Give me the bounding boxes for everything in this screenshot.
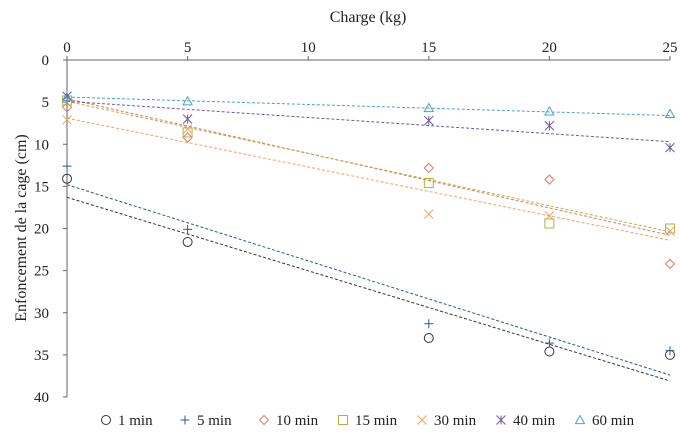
data-point [665,142,675,153]
trendline-5-min [66,184,671,376]
y-tick-label: 5 [42,95,50,111]
data-point [423,162,435,174]
legend-item: 10 min [258,413,319,429]
data-point [544,218,555,229]
data-point [61,101,73,113]
data-point [423,102,435,113]
data-point [664,108,676,119]
x-tick-label: 15 [421,40,436,56]
y-tick-label: 30 [34,306,49,322]
y-tick-label: 35 [34,348,49,364]
y-tick-label: 0 [42,53,50,69]
trendline-15-min [66,100,671,233]
x-tick-label: 10 [301,40,316,56]
legend-item: 5 min [180,413,232,429]
data-point [665,346,675,356]
data-point [664,258,676,270]
data-point [424,319,434,329]
data-point [423,333,434,344]
trendline-30-min [66,117,671,241]
legend-item: 15 min [338,413,398,429]
data-point [423,209,434,220]
legend-label: 5 min [197,413,232,429]
legend-marker [496,415,506,425]
legend-item: 60 min [574,413,635,429]
legend-label: 30 min [434,413,477,429]
data-point [544,105,555,116]
axes: 0 5 10 15 20 25 0 5 10 15 20 25 30 35 40 [34,40,678,406]
data-point [62,173,72,184]
data-point [544,174,555,185]
data-point [544,338,554,348]
x-tick-label: 20 [542,40,557,56]
x-tick-label: 25 [663,40,678,56]
legend-label: 1 min [118,413,153,429]
legend-marker [338,415,348,425]
trendlines [66,96,671,382]
legend-item: 40 min [496,413,556,429]
data-point [544,346,555,357]
data-point [423,115,434,126]
data-points [61,91,676,360]
data-point [182,127,193,138]
data-point [182,236,193,247]
legend-marker [101,415,111,425]
data-point [61,91,73,102]
y-tick-label: 40 [34,390,49,406]
y-tick-label: 25 [34,264,49,280]
legend-item: 30 min [417,413,477,429]
data-point [544,120,555,131]
data-point [182,124,193,134]
legend-label: 60 min [592,413,635,429]
x-tick-label: 5 [184,40,192,56]
legend-marker [258,414,270,426]
y-tick-label: 15 [34,179,49,195]
legend-marker [574,414,586,425]
data-point [544,211,555,221]
x-axis-title: Charge (kg) [330,9,407,26]
y-axis-title: Enfoncement de la cage (cm) [13,134,30,321]
data-point [62,114,72,125]
legend-marker [417,415,427,425]
legend-label: 10 min [276,413,319,429]
trendline-1-min [66,196,671,382]
x-tick-label: 0 [63,40,71,56]
data-point [665,223,675,234]
data-point [182,132,193,143]
data-point [182,114,193,124]
legend-marker [180,415,190,425]
data-point [183,224,193,234]
legend-label: 40 min [513,413,556,429]
data-point [182,95,193,106]
trendline-60-min [66,96,671,117]
data-point [423,178,434,189]
legend-label: 15 min [355,413,398,429]
trendline-10-min [66,98,671,236]
trendline-40-min [66,100,671,143]
legend-item: 1 min [101,413,153,429]
y-tick-label: 20 [34,222,49,238]
y-tick-label: 10 [34,137,49,153]
legend: 1 min 5 min 10 min 15 min 30 min 40 min 60 min [101,413,635,429]
data-point [665,226,675,236]
data-point [62,161,72,171]
